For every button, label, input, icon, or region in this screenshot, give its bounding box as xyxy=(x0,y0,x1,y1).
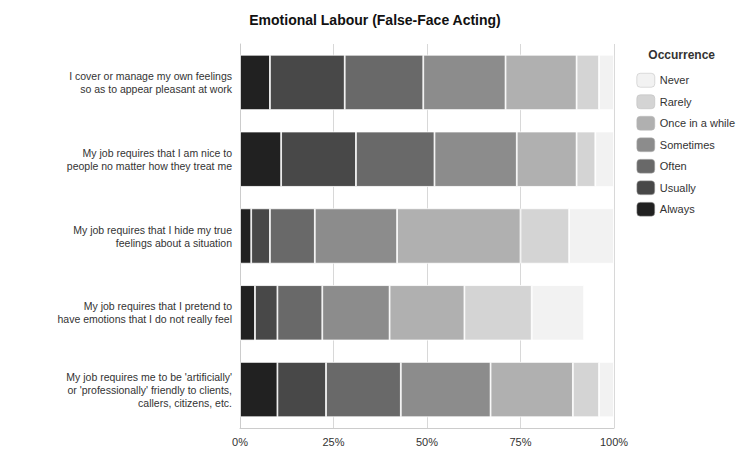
svg-text:My job requires me to be 'arti: My job requires me to be 'artificially' xyxy=(66,371,232,383)
svg-text:feelings about a situation: feelings about a situation xyxy=(116,237,232,249)
svg-text:My job requires that I hide my: My job requires that I hide my true xyxy=(73,224,232,236)
svg-text:Never: Never xyxy=(660,74,690,86)
svg-text:or 'professionally' friendly t: or 'professionally' friendly to clients, xyxy=(68,384,233,396)
svg-text:50%: 50% xyxy=(416,436,438,448)
svg-text:25%: 25% xyxy=(322,436,344,448)
svg-text:100%: 100% xyxy=(600,436,628,448)
svg-text:Once in a while: Once in a while xyxy=(660,117,735,129)
svg-text:75%: 75% xyxy=(509,436,531,448)
svg-text:Rarely: Rarely xyxy=(660,96,692,108)
svg-text:Emotional Labour (False-Face A: Emotional Labour (False-Face Acting) xyxy=(249,12,501,28)
svg-text:My job requires that I pretend: My job requires that I pretend to xyxy=(84,300,232,312)
svg-text:so as to appear pleasant at wo: so as to appear pleasant at work xyxy=(80,83,233,95)
svg-text:I cover or manage my own feeli: I cover or manage my own feelings xyxy=(69,70,232,82)
svg-text:callers, citizens, etc.: callers, citizens, etc. xyxy=(138,397,232,409)
svg-text:have emotions that I do not re: have emotions that I do not really feel xyxy=(57,313,232,325)
svg-text:Always: Always xyxy=(660,203,695,215)
svg-text:Occurrence: Occurrence xyxy=(648,48,715,62)
svg-text:Often: Often xyxy=(660,160,687,172)
svg-text:Sometimes: Sometimes xyxy=(660,139,716,151)
svg-text:0%: 0% xyxy=(232,436,248,448)
svg-text:people no matter how they trea: people no matter how they treat me xyxy=(67,160,232,172)
svg-text:Usually: Usually xyxy=(660,182,697,194)
svg-text:My job requires that I am nice: My job requires that I am nice to xyxy=(83,147,233,159)
